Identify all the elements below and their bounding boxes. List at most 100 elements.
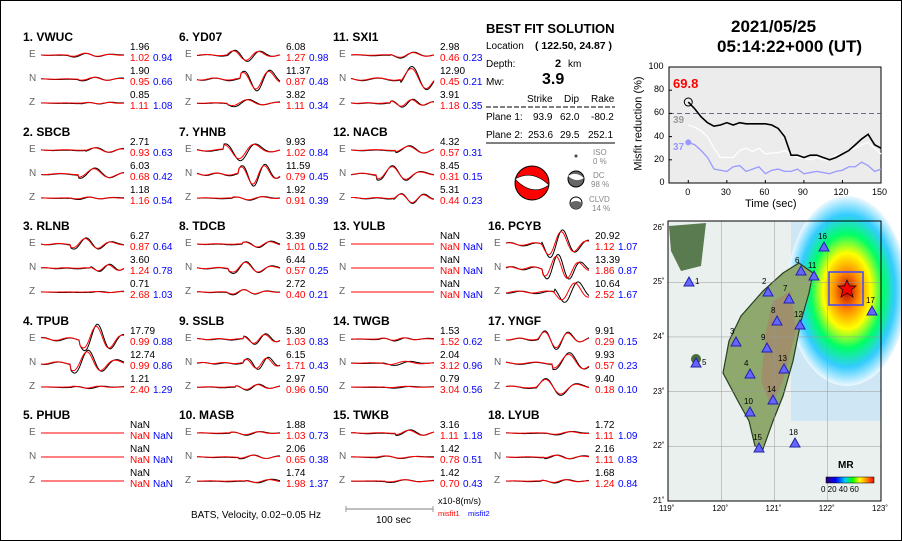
misfit1-value: 1.24 (130, 266, 150, 277)
misfit2-value: 0.39 (309, 196, 329, 207)
synthetic-waveform (350, 360, 435, 365)
y-axis-label: Misfit reduction (%) (632, 76, 645, 171)
synthetic-waveform (351, 479, 434, 483)
observed-amplitude: 0.71 (130, 279, 150, 290)
station-number: 6 (795, 256, 800, 265)
station-triangle-icon (795, 264, 807, 276)
station-number: 5 (702, 358, 707, 367)
misfit1-legend: misfit1 (438, 509, 460, 518)
series-label: 39 (673, 115, 685, 126)
observed-amplitude: 6.08 (286, 42, 306, 53)
observed-amplitude: 2.06 (286, 444, 306, 455)
synthetic-waveform (505, 231, 590, 256)
iso-label: ISO (593, 148, 607, 157)
misfit2-value: 0.38 (309, 455, 329, 466)
misfit1-value: 1.11 (595, 455, 614, 466)
misfit1-value: NaN (440, 242, 461, 253)
map-frame (667, 220, 882, 502)
observed-amplitude: 5.30 (286, 326, 306, 337)
component-label: E (494, 333, 501, 344)
station-title: 12. NACB (333, 125, 388, 139)
misfit1-value: 0.29 (595, 337, 615, 348)
synthetic-waveform (41, 325, 125, 349)
clvd-value: 14 % (592, 204, 611, 213)
synthetic-waveform (197, 289, 280, 295)
station-number: 17 (866, 296, 875, 305)
header-strike: Strike (527, 94, 553, 105)
observed-amplitude: 9.93 (595, 350, 615, 361)
misfit1-value: NaN (440, 290, 461, 301)
misfit1-value: 1.12 (595, 242, 615, 253)
synthetic-waveform (505, 282, 590, 301)
misfit1-value: 1.11 (440, 431, 459, 442)
misfit1-value: 0.78 (440, 455, 460, 466)
synthetic-waveform (350, 193, 435, 204)
plane1-dip: 62.0 (560, 112, 580, 123)
misfit2-value: 0.50 (309, 385, 329, 396)
misfit1-value: 1.18 (440, 101, 460, 112)
station-title: 1. VWUC (23, 30, 74, 44)
component-label: N (494, 262, 502, 273)
misfit2-value: 0.43 (463, 479, 483, 490)
misfit2-value: 0.86 (153, 361, 173, 372)
synthetic-waveform (41, 168, 125, 179)
misfit2-value: 0.15 (618, 337, 638, 348)
station-number: 3 (730, 327, 735, 336)
misfit2-value: 0.31 (463, 148, 483, 159)
observed-amplitude: 1.90 (130, 66, 150, 77)
misfit2-value: 0.23 (618, 361, 638, 372)
component-label: E (339, 144, 346, 155)
header-dip: Dip (564, 94, 580, 105)
misfit1-value: 3.12 (440, 361, 460, 372)
lon-tick-label: 122˚ (818, 504, 835, 513)
synthetic-waveform (196, 70, 281, 90)
observed-amplitude: 1.96 (130, 42, 150, 53)
beachball-nodal-band (514, 174, 550, 191)
station-title: 9. SSLB (179, 314, 225, 328)
synthetic-waveform (41, 196, 124, 200)
misfit1-value: 0.57 (286, 266, 306, 277)
component-label: Z (185, 475, 192, 486)
observed-waveform (350, 145, 435, 154)
misfit1-value: 0.57 (440, 148, 460, 159)
observed-amplitude: 12.90 (440, 66, 466, 77)
observed-amplitude: NaN (130, 468, 151, 479)
misfit2-value: 1.29 (153, 385, 173, 396)
station-title: 8. TDCB (179, 219, 226, 233)
observed-amplitude: 6.27 (130, 231, 150, 242)
component-label: N (339, 73, 347, 84)
misfit1-value: 1.03 (286, 337, 306, 348)
station-title: 5. PHUB (23, 408, 71, 422)
station-title: 18. LYUB (488, 408, 540, 422)
observed-amplitude: 3.60 (130, 255, 150, 266)
component-label: Z (339, 475, 346, 486)
misfit1-value: NaN (130, 431, 151, 442)
observed-waveform (40, 349, 125, 374)
station-title: 6. YD07 (179, 30, 223, 44)
observed-amplitude: 3.16 (440, 420, 460, 431)
component-label: E (29, 427, 36, 438)
observed-amplitude: 5.31 (440, 185, 460, 196)
synthetic-waveform (40, 237, 124, 249)
station-title: 15. TWKB (333, 408, 390, 422)
observed-amplitude: 3.82 (286, 90, 306, 101)
station-triangle-icon (744, 405, 756, 417)
misfit1-value: 0.68 (130, 172, 150, 183)
misfit2-value: 0.87 (618, 266, 638, 277)
lon-tick-label: 121˚ (765, 504, 782, 513)
station-number: 10 (744, 397, 753, 406)
component-label: Z (185, 381, 192, 392)
misfit2-value: 1.07 (618, 242, 638, 253)
misfit2-value: 0.88 (153, 337, 173, 348)
component-label: N (185, 451, 193, 462)
component-label: Z (29, 475, 36, 486)
misfit1-value: 2.52 (595, 290, 615, 301)
synthetic-waveform (196, 241, 281, 248)
component-label: E (29, 333, 36, 344)
synthetic-waveform (505, 353, 590, 370)
solution-title: BEST FIT SOLUTION (486, 21, 615, 36)
misfit2-value: 0.83 (618, 455, 638, 466)
misfit1-value: NaN (440, 266, 461, 277)
depth-unit: km (568, 59, 582, 70)
